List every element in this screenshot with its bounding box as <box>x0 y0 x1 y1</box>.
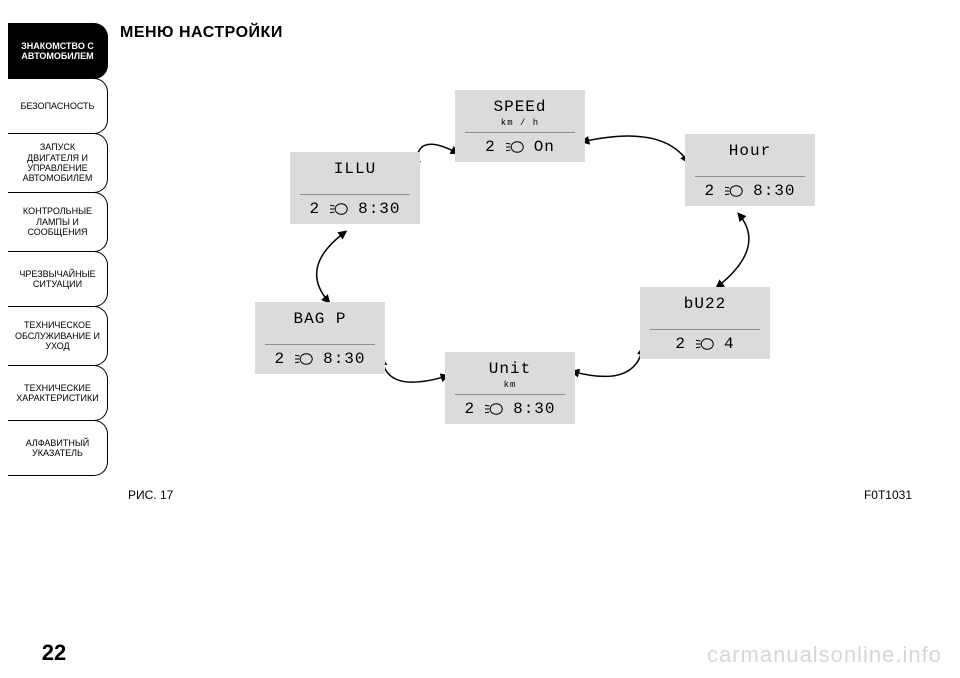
lcd-sub <box>689 162 811 172</box>
lcd-panel-hour: Hour 2 8:30 <box>685 134 815 206</box>
diagram-arrow <box>572 348 643 377</box>
lcd-line2: 2 On <box>459 138 581 156</box>
lcd-left-value: 2 <box>485 138 496 156</box>
sidebar-tab[interactable]: ЧРЕЗВЫЧАЙНЫЕ СИТУАЦИИ <box>8 251 108 307</box>
lcd-line2: 2 8:30 <box>449 400 571 418</box>
lcd-left-value: 2 <box>675 335 686 353</box>
lcd-line2: 2 8:30 <box>689 182 811 200</box>
lcd-line1: Hour <box>689 142 811 160</box>
lcd-divider <box>465 132 575 133</box>
sidebar-tab[interactable]: ТЕХНИЧЕСКИЕ ХАРАКТЕРИСТИКИ <box>8 365 108 421</box>
lcd-right-value: 8:30 <box>753 182 795 200</box>
lcd-divider <box>455 394 565 395</box>
diagram-arrow <box>317 232 346 303</box>
lcd-line2: 2 8:30 <box>294 200 416 218</box>
sidebar-tabs: ЗНАКОМСТВО С АВТОМОБИЛЕМБЕЗОПАСНОСТЬЗАПУ… <box>0 24 108 476</box>
lcd-line1: BAG P <box>259 310 381 328</box>
lcd-right-value: On <box>534 138 555 156</box>
lcd-left-value: 2 <box>464 400 475 418</box>
lcd-line1: ILLU <box>294 160 416 178</box>
headlight-icon <box>330 202 348 216</box>
lcd-divider <box>650 329 760 330</box>
lcd-line2: 2 8:30 <box>259 350 381 368</box>
figure-caption-row: РИС. 17 F0T1031 <box>120 488 920 502</box>
lcd-sub: km <box>449 380 571 390</box>
headlight-icon <box>295 352 313 366</box>
lcd-line1: Unit <box>449 360 571 378</box>
page-number: 22 <box>0 640 108 666</box>
lcd-divider <box>265 344 375 345</box>
page-title: МЕНЮ НАСТРОЙКИ <box>120 24 920 42</box>
lcd-sub <box>294 180 416 190</box>
lcd-divider <box>695 176 805 177</box>
lcd-sub: km / h <box>459 118 581 128</box>
sidebar-tab[interactable]: БЕЗОПАСНОСТЬ <box>8 78 108 134</box>
sidebar-tab[interactable]: ЗНАКОМСТВО С АВТОМОБИЛЕМ <box>8 23 108 79</box>
lcd-left-value: 2 <box>309 200 320 218</box>
figure-code: F0T1031 <box>864 488 912 502</box>
headlight-icon <box>485 402 503 416</box>
lcd-sub <box>259 330 381 340</box>
lcd-left-value: 2 <box>704 182 715 200</box>
settings-menu-diagram: SPEEd km / h 2 On Hour 2 8:30 bU22 2 4 U… <box>200 72 840 452</box>
lcd-left-value: 2 <box>274 350 285 368</box>
lcd-divider <box>300 194 410 195</box>
lcd-line1: SPEEd <box>459 98 581 116</box>
diagram-arrow <box>417 144 458 168</box>
sidebar-tab[interactable]: ЗАПУСК ДВИГАТЕЛЯ И УПРАВЛЕНИЕ АВТОМОБИЛЕ… <box>8 133 108 193</box>
headlight-icon <box>696 337 714 351</box>
headlight-icon <box>506 140 524 154</box>
lcd-right-value: 4 <box>724 335 735 353</box>
lcd-panel-bagp: BAG P 2 8:30 <box>255 302 385 374</box>
diagram-arrow <box>717 214 749 288</box>
sidebar-tab[interactable]: АЛФАВИТНЫЙ УКАЗАТЕЛЬ <box>8 420 108 476</box>
diagram-arrow <box>582 136 688 162</box>
lcd-right-value: 8:30 <box>358 200 400 218</box>
lcd-panel-unit: Unit km 2 8:30 <box>445 352 575 424</box>
lcd-panel-speed: SPEEd km / h 2 On <box>455 90 585 162</box>
diagram-arrow <box>382 358 448 382</box>
sidebar-tab[interactable]: ТЕХНИЧЕСКОЕ ОБСЛУЖИВАНИЕ И УХОД <box>8 306 108 366</box>
lcd-panel-buzz: bU22 2 4 <box>640 287 770 359</box>
headlight-icon <box>725 184 743 198</box>
lcd-right-value: 8:30 <box>513 400 555 418</box>
watermark: carmanualsonline.info <box>707 642 942 668</box>
lcd-sub <box>644 315 766 325</box>
lcd-line1: bU22 <box>644 295 766 313</box>
figure-number: РИС. 17 <box>128 488 173 502</box>
sidebar-tab[interactable]: КОНТРОЛЬНЫЕ ЛАМПЫ И СООБЩЕНИЯ <box>8 192 108 252</box>
lcd-panel-illu: ILLU 2 8:30 <box>290 152 420 224</box>
main-content: МЕНЮ НАСТРОЙКИ SPEEd km / h 2 On Hour 2 … <box>120 24 920 638</box>
lcd-right-value: 8:30 <box>323 350 365 368</box>
lcd-line2: 2 4 <box>644 335 766 353</box>
